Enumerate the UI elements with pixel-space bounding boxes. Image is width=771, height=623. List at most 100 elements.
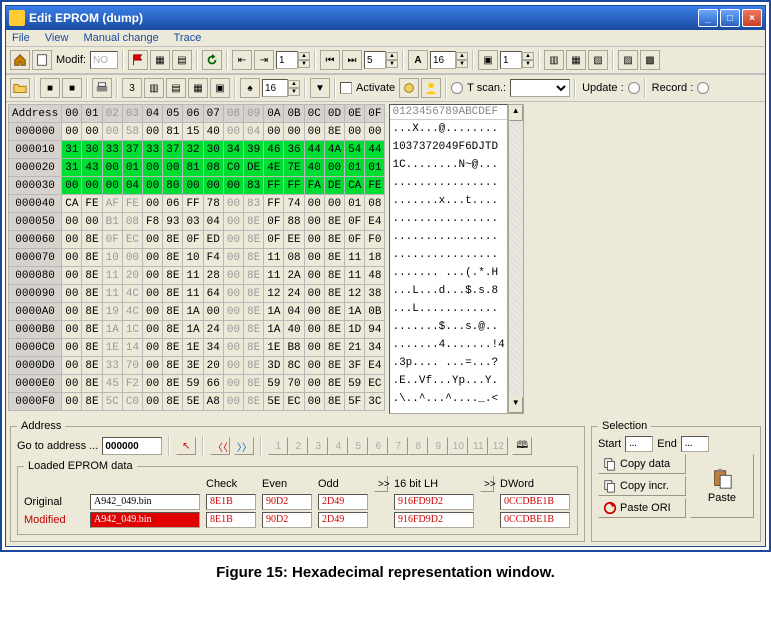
table-icon[interactable]: ▤ (172, 50, 192, 70)
history-slot-10[interactable]: 10 (448, 437, 468, 455)
hex-cell[interactable]: C0 (122, 393, 142, 411)
hex-cell[interactable]: 8E (82, 249, 102, 267)
hex-cell[interactable]: 00 (304, 357, 324, 375)
hex-cell[interactable]: 00 (62, 303, 82, 321)
hex-cell[interactable]: 11 (102, 267, 122, 285)
hex-cell[interactable]: 00 (62, 393, 82, 411)
hex-cell[interactable]: 1D (345, 321, 365, 339)
hex-cell[interactable]: 8E (163, 249, 183, 267)
hex-cell[interactable]: 00 (264, 123, 284, 141)
hex-cell[interactable]: 3D (264, 357, 284, 375)
hex-cell[interactable]: 12 (264, 285, 284, 303)
hex-cell[interactable]: 00 (304, 123, 324, 141)
hex-cell[interactable]: FF (284, 177, 304, 195)
hex-cell[interactable]: 8E (324, 357, 344, 375)
addr-cell[interactable]: 0000E0 (9, 375, 62, 393)
hex-cell[interactable]: 04 (122, 177, 142, 195)
hex-cell[interactable]: 1A (183, 303, 203, 321)
hex-cell[interactable]: AF (102, 195, 122, 213)
hex-cell[interactable]: 06 (163, 195, 183, 213)
hex-cell[interactable]: 00 (304, 213, 324, 231)
hex-cell[interactable]: 39 (244, 141, 264, 159)
hex-cell[interactable]: 21 (345, 339, 365, 357)
page-icon[interactable]: ▣ (478, 50, 498, 70)
ascii-scrollbar[interactable]: ▲ ▼ (508, 104, 524, 414)
hex-cell[interactable]: 88 (284, 213, 304, 231)
hex-cell[interactable]: 00 (203, 177, 223, 195)
hex-cell[interactable]: 00 (223, 393, 243, 411)
hex-cell[interactable]: 80 (163, 177, 183, 195)
spin-16[interactable]: ▲▼ (262, 79, 300, 97)
spin-4[interactable]: ▲▼ (500, 51, 534, 69)
paste-ori-button[interactable]: Paste ORI (598, 498, 686, 518)
hex-cell[interactable]: EC (284, 393, 304, 411)
hex-cell[interactable]: 8E (324, 393, 344, 411)
history-slot-8[interactable]: 8 (408, 437, 428, 455)
hex-cell[interactable]: 3C (365, 393, 385, 411)
filter-icon[interactable]: ▼ (310, 78, 330, 98)
addr-cell[interactable]: 000000 (9, 123, 62, 141)
hex-cell[interactable]: 4E (264, 159, 284, 177)
btn-16bit[interactable]: >> (374, 476, 388, 492)
hex-cell[interactable]: 00 (143, 267, 163, 285)
addr-cell[interactable]: 000050 (9, 213, 62, 231)
hex-cell[interactable]: 66 (203, 375, 223, 393)
extra-5-icon[interactable]: ▩ (640, 50, 660, 70)
spin-3[interactable]: ▲▼ (430, 51, 468, 69)
next-record-icon[interactable]: 〉〉 (234, 437, 254, 455)
maximize-button[interactable]: □ (720, 9, 740, 27)
menu-manual-change[interactable]: Manual change (84, 32, 159, 44)
copy-data-button[interactable]: Copy data (598, 454, 686, 474)
hex-cell[interactable]: 33 (102, 141, 122, 159)
hex-cell[interactable]: A8 (203, 393, 223, 411)
nav-next-icon[interactable]: ⇥ (254, 50, 274, 70)
btn-view1[interactable]: ▥ (144, 78, 164, 98)
hex-cell[interactable]: 19 (102, 303, 122, 321)
hex-cell[interactable]: 00 (304, 393, 324, 411)
hex-cell[interactable]: 00 (143, 177, 163, 195)
hex-cell[interactable]: 8C (284, 357, 304, 375)
hex-cell[interactable]: 8E (244, 213, 264, 231)
hex-cell[interactable]: DE (244, 159, 264, 177)
hex-cell[interactable]: 11 (183, 267, 203, 285)
hex-cell[interactable]: 3E (183, 357, 203, 375)
hex-cell[interactable]: 0F (102, 231, 122, 249)
hex-cell[interactable]: 93 (163, 213, 183, 231)
hex-cell[interactable]: 00 (304, 375, 324, 393)
hex-cell[interactable]: 59 (264, 375, 284, 393)
hex-cell[interactable]: 94 (365, 321, 385, 339)
hex-cell[interactable]: 30 (203, 141, 223, 159)
hex-cell[interactable]: 8E (82, 303, 102, 321)
hex-cell[interactable]: FA (304, 177, 324, 195)
spin-1[interactable]: ▲▼ (276, 51, 310, 69)
hex-cell[interactable]: 1A (264, 321, 284, 339)
addr-cell[interactable]: 000060 (9, 231, 62, 249)
hex-cell[interactable]: 28 (203, 267, 223, 285)
hex-cell[interactable]: E4 (365, 213, 385, 231)
hex-cell[interactable]: 1E (183, 339, 203, 357)
hex-cell[interactable]: 10 (102, 249, 122, 267)
hex-cell[interactable]: DE (324, 177, 344, 195)
hex-cell[interactable]: 8E (244, 303, 264, 321)
hex-cell[interactable]: 11 (102, 285, 122, 303)
hex-cell[interactable]: 8E (82, 375, 102, 393)
hex-cell[interactable]: 00 (304, 303, 324, 321)
hex-cell[interactable]: 0F (183, 231, 203, 249)
hex-cell[interactable]: 18 (365, 249, 385, 267)
addr-cell[interactable]: 000030 (9, 177, 62, 195)
btn-view4[interactable]: ▣ (210, 78, 230, 98)
hex-cell[interactable]: 8E (244, 249, 264, 267)
bookmark-icon[interactable]: 🕮 (512, 437, 532, 455)
menu-view[interactable]: View (45, 32, 69, 44)
hex-cell[interactable]: 4C (122, 303, 142, 321)
hex-cell[interactable]: 00 (304, 321, 324, 339)
hex-cell[interactable]: EC (365, 375, 385, 393)
hex-cell[interactable]: 30 (82, 141, 102, 159)
addr-cell[interactable]: 0000F0 (9, 393, 62, 411)
hex-cell[interactable]: 00 (223, 231, 243, 249)
addr-cell[interactable]: 0000B0 (9, 321, 62, 339)
hex-cell[interactable]: 8E (163, 375, 183, 393)
hex-cell[interactable]: 00 (223, 285, 243, 303)
hex-cell[interactable]: 01 (365, 159, 385, 177)
hex-cell[interactable]: 00 (122, 249, 142, 267)
